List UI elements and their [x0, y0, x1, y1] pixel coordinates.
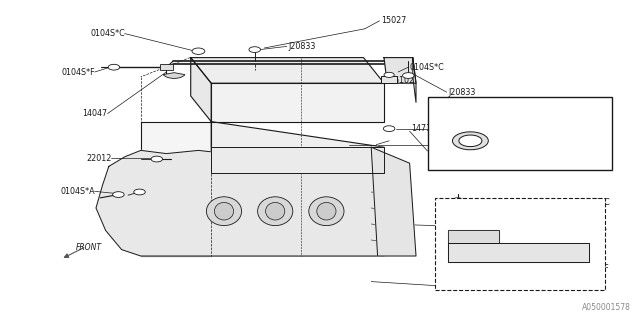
Text: 26486B: 26486B: [442, 124, 472, 133]
Ellipse shape: [317, 203, 336, 220]
Text: J20833: J20833: [288, 42, 316, 51]
Text: 0104S*F: 0104S*F: [576, 264, 610, 273]
Circle shape: [452, 268, 463, 273]
Text: 16102: 16102: [389, 76, 414, 85]
Polygon shape: [191, 58, 384, 83]
Polygon shape: [384, 58, 416, 83]
Text: 14719: 14719: [412, 124, 436, 132]
Wedge shape: [163, 73, 185, 78]
Circle shape: [384, 72, 394, 77]
Circle shape: [532, 134, 545, 141]
Circle shape: [151, 156, 163, 162]
Circle shape: [403, 73, 414, 78]
Ellipse shape: [257, 197, 293, 226]
Ellipse shape: [308, 197, 344, 226]
Text: 0104S*A: 0104S*A: [60, 187, 95, 196]
Text: 14754*A: 14754*A: [474, 104, 508, 113]
Bar: [428, 97, 612, 170]
Polygon shape: [191, 58, 211, 122]
Polygon shape: [211, 122, 384, 256]
Text: 0104S*A: 0104S*A: [576, 132, 611, 141]
Polygon shape: [413, 58, 416, 102]
Text: A050001578: A050001578: [582, 303, 630, 312]
Text: (-'07MY0703): (-'07MY0703): [467, 156, 520, 165]
Circle shape: [452, 198, 463, 204]
Circle shape: [113, 192, 124, 197]
Text: FIG.050-16: FIG.050-16: [440, 140, 484, 149]
Circle shape: [452, 202, 463, 208]
Circle shape: [383, 126, 395, 132]
Text: 22012: 22012: [86, 154, 112, 163]
Polygon shape: [211, 147, 384, 173]
Text: 14047: 14047: [83, 109, 108, 118]
Polygon shape: [96, 150, 384, 256]
Text: 0104S*C: 0104S*C: [90, 29, 125, 38]
Polygon shape: [448, 230, 499, 243]
Bar: [381, 76, 397, 83]
Ellipse shape: [214, 203, 234, 220]
Circle shape: [134, 189, 145, 195]
Circle shape: [452, 272, 463, 277]
Polygon shape: [211, 83, 384, 122]
Circle shape: [108, 64, 120, 70]
Bar: [160, 64, 173, 70]
Polygon shape: [141, 122, 211, 256]
Circle shape: [543, 135, 555, 141]
Bar: [435, 198, 605, 290]
Text: 0104S*C: 0104S*C: [576, 198, 611, 207]
Text: 0104S*F: 0104S*F: [61, 68, 95, 76]
Polygon shape: [371, 147, 416, 256]
Text: 15027: 15027: [381, 16, 406, 25]
Text: 14047A: 14047A: [576, 223, 607, 232]
Polygon shape: [448, 243, 589, 262]
Circle shape: [192, 48, 205, 54]
Circle shape: [249, 47, 260, 52]
Text: FRONT: FRONT: [76, 244, 102, 252]
Text: 0104S*C: 0104S*C: [410, 63, 444, 72]
Text: J20833: J20833: [448, 88, 476, 97]
Ellipse shape: [206, 197, 242, 226]
Ellipse shape: [266, 203, 285, 220]
